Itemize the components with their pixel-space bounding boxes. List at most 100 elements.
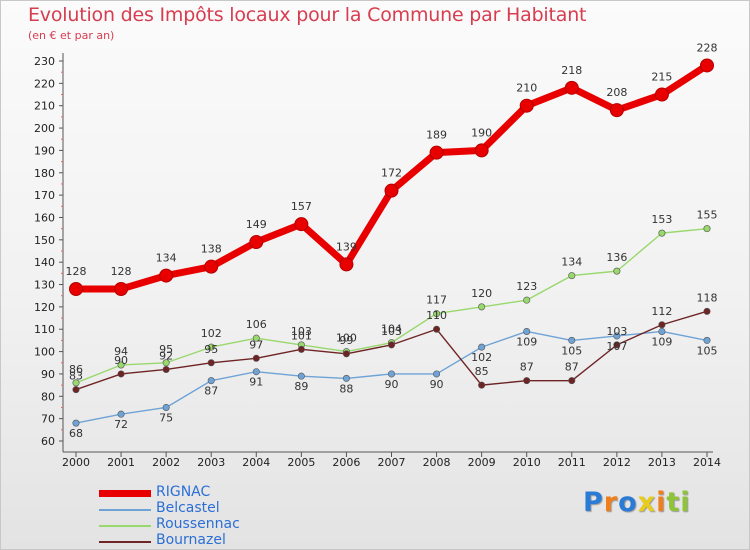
data-label-roussennac: 120	[471, 287, 492, 300]
y-tick-label: 150	[34, 234, 55, 247]
data-point-belcastel	[162, 403, 170, 411]
data-label-roussennac: 153	[651, 213, 672, 226]
data-label-rignac: 128	[111, 265, 132, 278]
x-tick-label: 2013	[648, 456, 676, 469]
y-tick-label: 100	[34, 346, 55, 359]
data-label-rignac: 215	[651, 71, 672, 84]
data-point-bournazel	[342, 350, 350, 358]
logo-letter: x	[637, 487, 657, 518]
data-point-rignac	[294, 217, 309, 232]
data-label-bournazel: 103	[381, 325, 402, 338]
data-label-belcastel: 68	[69, 427, 83, 440]
data-label-belcastel: 109	[651, 335, 672, 348]
data-point-belcastel	[433, 370, 441, 378]
data-label-roussennac: 95	[159, 343, 173, 356]
y-tick-label: 120	[34, 301, 55, 314]
data-point-belcastel	[613, 332, 621, 340]
legend-label-roussennac: Roussennac	[156, 516, 240, 532]
data-point-roussennac	[117, 361, 125, 369]
y-tick-label: 60	[41, 435, 55, 448]
data-point-belcastel	[387, 370, 395, 378]
data-point-roussennac	[478, 303, 486, 311]
data-label-belcastel: 89	[294, 380, 308, 393]
data-point-bournazel	[703, 307, 711, 315]
data-point-roussennac	[658, 229, 666, 237]
data-point-belcastel	[252, 368, 260, 376]
data-label-belcastel: 75	[159, 411, 173, 424]
data-point-belcastel	[568, 336, 576, 344]
logo-letter: t	[666, 487, 681, 518]
x-tick-label: 2006	[332, 456, 360, 469]
data-label-roussennac: 134	[561, 256, 582, 269]
data-point-bournazel	[478, 381, 486, 389]
data-label-bournazel: 101	[291, 329, 312, 342]
data-label-bournazel: 97	[249, 338, 263, 351]
data-point-belcastel	[478, 343, 486, 351]
data-point-belcastel	[342, 374, 350, 382]
y-tick-label: 80	[41, 390, 55, 403]
x-tick-label: 2002	[152, 456, 180, 469]
data-point-roussennac	[613, 267, 621, 275]
y-tick-label: 230	[34, 55, 55, 68]
data-point-bournazel	[117, 370, 125, 378]
data-label-roussennac: 136	[606, 251, 627, 264]
legend-label-rignac: RIGNAC	[156, 484, 211, 500]
data-label-roussennac: 94	[114, 345, 128, 358]
data-point-bournazel	[433, 325, 441, 333]
data-label-belcastel: 105	[561, 344, 582, 357]
data-point-rignac	[204, 259, 219, 274]
data-point-rignac	[564, 80, 579, 95]
x-tick-label: 2010	[513, 456, 541, 469]
data-point-bournazel	[207, 359, 215, 367]
y-tick-label: 160	[34, 211, 55, 224]
data-label-roussennac: 155	[697, 209, 718, 222]
data-point-belcastel	[523, 327, 531, 335]
data-label-rignac: 228	[697, 41, 718, 54]
data-point-rignac	[159, 268, 174, 283]
data-point-roussennac	[433, 310, 441, 318]
data-label-rignac: 218	[561, 64, 582, 77]
data-point-rignac	[700, 58, 714, 73]
data-label-rignac: 210	[516, 82, 537, 95]
x-tick-label: 2009	[468, 456, 496, 469]
data-point-roussennac	[252, 334, 260, 342]
data-point-rignac	[609, 103, 624, 118]
legend-swatch-belcastel	[99, 509, 151, 511]
data-point-bournazel	[568, 377, 576, 385]
proxiti-logo: Proxiti	[583, 487, 691, 518]
x-tick-label: 2011	[558, 456, 586, 469]
data-label-belcastel: 88	[339, 382, 353, 395]
data-point-roussennac	[72, 379, 80, 387]
y-tick-label: 190	[34, 144, 55, 157]
data-point-belcastel	[703, 336, 711, 344]
x-tick-label: 2003	[197, 456, 225, 469]
y-tick-label: 140	[34, 256, 55, 269]
logo-letter: i	[680, 487, 691, 518]
data-label-belcastel: 72	[114, 418, 128, 431]
logo-letter: r	[603, 487, 619, 518]
logo-letter: o	[618, 487, 638, 518]
data-point-roussennac	[523, 296, 531, 304]
data-label-bournazel: 85	[475, 365, 489, 378]
data-point-rignac	[114, 282, 129, 296]
data-label-belcastel: 107	[606, 340, 627, 353]
data-point-bournazel	[613, 341, 621, 349]
x-tick-label: 2014	[693, 456, 721, 469]
data-label-belcastel: 102	[471, 351, 492, 364]
data-label-bournazel: 87	[520, 361, 534, 374]
x-tick-label: 2008	[423, 456, 451, 469]
data-point-roussennac	[703, 225, 711, 233]
data-label-rignac: 139	[336, 240, 357, 253]
data-point-roussennac	[207, 343, 215, 351]
legend-swatch-roussennac	[99, 525, 151, 527]
data-label-belcastel: 109	[516, 335, 537, 348]
data-point-bournazel	[72, 386, 80, 394]
data-label-rignac: 138	[201, 243, 222, 256]
data-label-belcastel: 105	[697, 344, 718, 357]
data-label-roussennac: 102	[201, 327, 222, 340]
logo-letter: P	[583, 487, 604, 518]
data-point-rignac	[654, 87, 669, 102]
legend-swatch-bournazel	[99, 541, 151, 543]
y-tick-label: 110	[34, 323, 55, 336]
